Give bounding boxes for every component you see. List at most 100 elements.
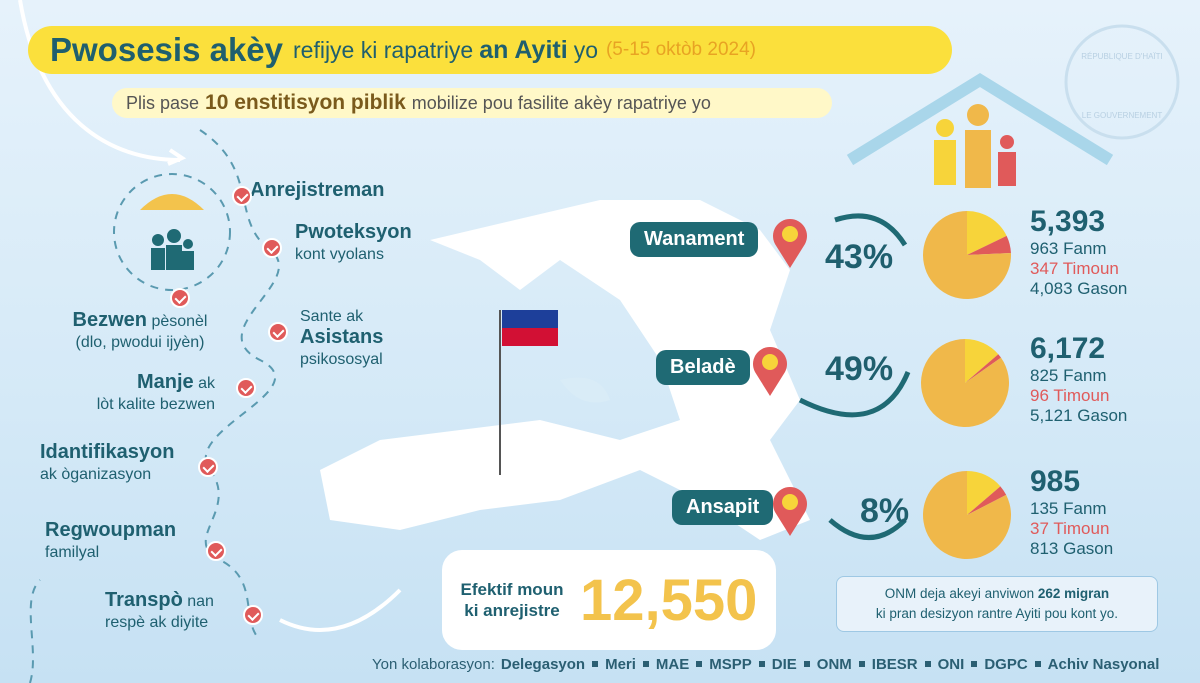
stats: 5,393 963 Fanm 347 Timoun 4,083 Gason (1030, 205, 1127, 299)
step: Pwoteksyon kont vyolans (295, 222, 412, 265)
stat-value: 5,121 (1030, 406, 1073, 425)
pie-slice (922, 211, 1011, 300)
stat-name: Timoun (1053, 386, 1110, 405)
step-title: Pwoteksyon (295, 221, 412, 243)
step: Transpò nan respè ak diyite (105, 590, 214, 633)
step-title: Regwoupman (45, 519, 177, 541)
step-text: respè ak diyite (105, 614, 209, 631)
umbrella (140, 194, 204, 210)
step-title: Anrejistreman (250, 179, 385, 201)
total-label: Efektif moun ki anrejistre (460, 580, 564, 620)
seal (1064, 24, 1180, 140)
partner: ONM (803, 656, 852, 673)
pie-slice (923, 471, 1011, 559)
step-line: Manje ak (97, 372, 215, 394)
pie-slice (967, 211, 1007, 255)
partner: ONI (924, 656, 965, 673)
stat-row: 825 Fanm (1030, 366, 1127, 386)
pie-slice (967, 471, 1001, 515)
note: ONM deja akeyi anviwon 262 migran ki pran… (836, 576, 1158, 632)
island (560, 377, 610, 403)
percent: 49% (825, 350, 894, 388)
subtitle-text: Plis pase (126, 92, 200, 113)
partner: MAE (642, 656, 689, 673)
partner: Meri (591, 656, 636, 673)
pie-slice (965, 354, 1001, 383)
title: refijye ki rapatriye (293, 36, 474, 63)
title-banner: Pwosesis akèy refijye ki rapatriye an Ay… (28, 26, 952, 74)
step: Bezwen pèsonèl (dlo, pwodui ijyèn) (30, 310, 250, 353)
stat-name: Fanm (1063, 366, 1107, 385)
stat-name: Timoun (1062, 259, 1119, 278)
step-text: psikososyal (300, 351, 383, 368)
step-text: nan (187, 593, 214, 610)
check-icon (262, 238, 282, 258)
stat-row: 5,121 Gason (1030, 406, 1127, 426)
location-tag: Ansapit (672, 490, 774, 525)
stat-name: Gason (1077, 279, 1128, 298)
pie-slice (965, 339, 999, 383)
stats: 985 135 Fanm 37 Timoun 813 Gason (1030, 465, 1113, 559)
seal-text: RÉPUBLIQUE D'HAÏTI LE GOUVERNEMENT (1070, 52, 1174, 120)
partner: DGPC (970, 656, 1027, 673)
stat-row: 37 Timoun (1030, 519, 1113, 539)
check-icon (243, 605, 263, 625)
step: Manje ak lòt kalite bezwen (97, 372, 215, 415)
stat-name: Timoun (1053, 519, 1110, 538)
stats: 6,172 825 Fanm 96 Timoun 5,121 Gason (1030, 332, 1127, 426)
stat-value: 347 (1030, 259, 1059, 278)
stat-total: 5,393 (1030, 205, 1106, 238)
seal-text: LE GOUVERNEMENT (1081, 111, 1163, 120)
partner: Delegasyon (500, 656, 586, 673)
total-box: Efektif moun ki anrejistre 12,550 (442, 550, 776, 650)
path-line (29, 129, 280, 683)
stat-name: Gason (1077, 406, 1128, 425)
pin-dot (782, 226, 798, 242)
stat-value: 4,083 (1030, 279, 1073, 298)
seal-text: RÉPUBLIQUE D'HAÏTI (1081, 52, 1163, 61)
subtitle-text: mobilize pou fasilite akèy rapatriye yo (411, 92, 711, 113)
check-icon (232, 186, 252, 206)
step-text: pèsonèl (151, 313, 208, 330)
percent: 43% (825, 238, 894, 276)
step-text: ak òganizasyon (40, 466, 152, 483)
step-title: Manje (136, 371, 194, 393)
stat-row: 96 Timoun (1030, 386, 1127, 406)
stat-row: 813 Gason (1030, 539, 1113, 559)
step-text: lòt kalite bezwen (96, 396, 215, 413)
stat-value: 135 (1030, 499, 1059, 518)
step-line: Pwoteksyon (295, 222, 412, 244)
location-tag: Beladè (656, 350, 750, 385)
stat-row: 963 Fanm (1030, 239, 1127, 259)
partner: DIE (758, 656, 797, 673)
step-text: kont vyolans (295, 246, 384, 263)
footer: Yon kolaborasyon: Delegasyon Meri MAE MSPP DI… (372, 656, 1159, 673)
stat-total: 6,172 (1030, 332, 1106, 365)
note-text: ONM deja akeyi anviwon (884, 586, 1035, 601)
date: (5-15 oktòb 2024) (605, 39, 756, 60)
partner: MSPP (695, 656, 752, 673)
stat-row: 4,083 Gason (1030, 279, 1127, 299)
check-icon (268, 322, 288, 342)
title: Pwosesis akèy (50, 31, 283, 68)
step-title: Transpò (105, 589, 183, 611)
stat-total: 985 (1030, 465, 1081, 498)
pie-slice (967, 235, 1011, 255)
total-value: 12,550 (580, 567, 758, 633)
stat-value: 963 (1030, 239, 1059, 258)
house (846, 72, 1114, 166)
stat-value: 825 (1030, 366, 1059, 385)
check-icon (236, 378, 256, 398)
step-line: Regwoupman (45, 520, 176, 542)
flag (502, 328, 558, 346)
step: Idantifikasyon ak òganizasyon (40, 442, 174, 485)
location-tag: Wanament (630, 222, 759, 257)
step-line: Bezwen pèsonèl (30, 310, 250, 332)
pin (753, 347, 787, 396)
subtitle-text: 10 enstitisyon piblik (205, 91, 406, 114)
step-line: Sante ak Asistans (300, 306, 383, 349)
step: Regwoupman familyal (45, 520, 176, 563)
footer-label: Yon kolaborasyon: (372, 656, 495, 673)
